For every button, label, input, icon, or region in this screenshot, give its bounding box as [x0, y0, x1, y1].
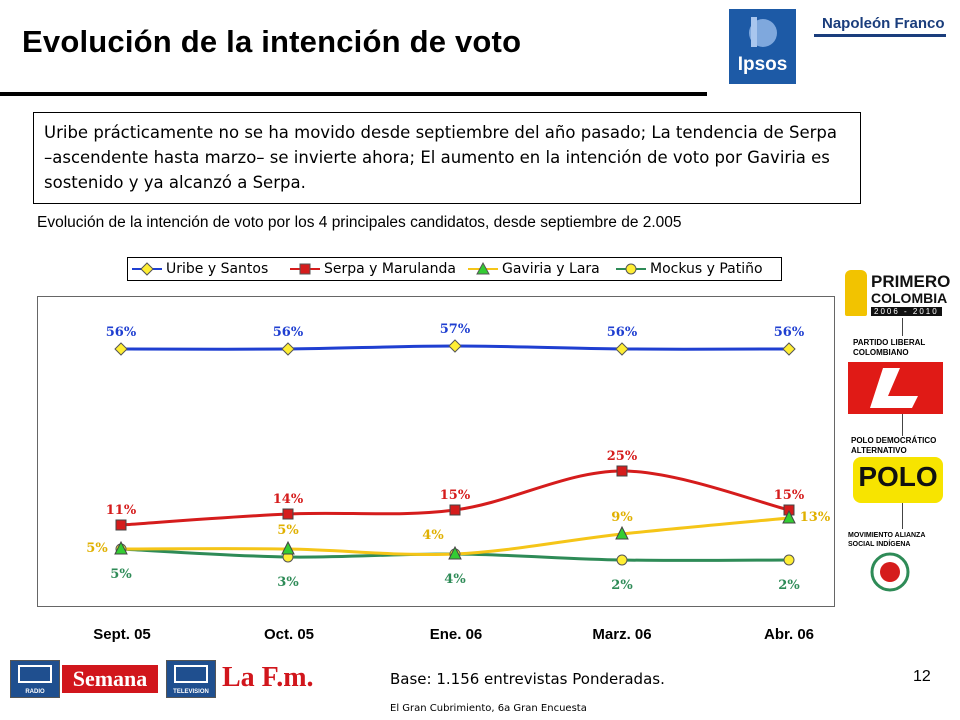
- x-tick-label: Sept. 05: [93, 626, 151, 643]
- data-label: 3%: [277, 575, 299, 590]
- ipsos-logo-text: Ipsos: [737, 54, 788, 75]
- primero-years: 2006 - 2010: [871, 307, 942, 316]
- legend-item-serpa: Serpa y Marulanda: [288, 258, 456, 280]
- legend-square-icon: [290, 263, 320, 275]
- party-connector: [902, 318, 903, 336]
- legend-item-uribe: Uribe y Santos: [130, 258, 268, 280]
- liberal-l-icon: [870, 368, 918, 408]
- x-tick-label: Oct. 05: [263, 626, 315, 643]
- semana-logo: Semana: [62, 665, 158, 693]
- data-label: 5%: [86, 541, 108, 556]
- x-tick-label: Marz. 06: [592, 626, 652, 643]
- data-point: [448, 545, 462, 560]
- party-connector: [902, 414, 903, 436]
- data-label: 57%: [440, 322, 471, 337]
- data-label: 5%: [277, 523, 299, 538]
- data-label: 4%: [422, 528, 444, 543]
- data-label: 25%: [607, 449, 638, 464]
- data-label: 15%: [440, 488, 471, 503]
- lafm-logo: La F.m.: [222, 662, 314, 693]
- data-label: 13%: [800, 510, 831, 525]
- data-point: [782, 342, 796, 356]
- data-point: [783, 554, 795, 566]
- data-label: 2%: [778, 578, 800, 593]
- legend-diamond-icon: [132, 262, 162, 276]
- data-point: [782, 509, 796, 524]
- legend-label: Uribe y Santos: [166, 261, 269, 277]
- x-tick-label: Ene. 06: [429, 626, 483, 643]
- polo-logo: POLO: [853, 457, 943, 503]
- rcn-icon: [174, 665, 208, 683]
- mais-label: MOVIMIENTO ALIANZA SOCIAL INDÍGENA: [848, 532, 926, 548]
- data-label: 56%: [106, 325, 137, 340]
- ipsos-face-icon: [749, 17, 777, 47]
- source-note: El Gran Cubrimiento, 6a Gran Encuesta: [390, 703, 587, 714]
- liberal-logo: [848, 362, 943, 414]
- chart-legend: Uribe y Santos Serpa y Marulanda Gaviria…: [127, 257, 782, 281]
- data-label: 56%: [273, 325, 304, 340]
- data-point: [282, 508, 294, 520]
- legend-item-gaviria: Gaviria y Lara: [466, 258, 600, 280]
- x-axis-labels: Sept. 05 Oct. 05 Ene. 06 Marz. 06 Abr. 0…: [0, 626, 960, 646]
- base-note: Base: 1.156 entrevistas Ponderadas.: [390, 670, 665, 688]
- hand-icon: [845, 270, 867, 316]
- data-point: [281, 342, 295, 356]
- legend-item-mockus: Mockus y Patiño: [614, 258, 763, 280]
- page-number: 12: [913, 668, 931, 685]
- legend-label: Mockus y Patiño: [650, 261, 763, 277]
- data-point: [615, 525, 629, 540]
- rcn-radio-logo: RADIO: [10, 660, 60, 698]
- mais-logo: [864, 552, 916, 592]
- rcn-tv-logo: TELEVISION: [166, 660, 216, 698]
- data-label: 9%: [611, 510, 633, 525]
- rcn-tv-text: TELEVISION: [173, 689, 209, 695]
- polo-label: POLO DEMOCRÁTICO ALTERNATIVO: [851, 436, 937, 455]
- data-point: [616, 465, 628, 477]
- page-title: Evolución de la intención de voto: [22, 24, 522, 59]
- mais-emblem-icon: [870, 552, 910, 592]
- ipsos-logo: Ipsos: [729, 9, 796, 84]
- data-label: 14%: [273, 492, 304, 507]
- data-point: [115, 519, 127, 531]
- data-label: 2%: [611, 578, 633, 593]
- data-label: 56%: [774, 325, 805, 340]
- x-tick-label: Abr. 06: [763, 626, 815, 643]
- primero-line2: COLOMBIA: [871, 290, 948, 306]
- data-label: 4%: [444, 572, 466, 587]
- data-label: 11%: [106, 503, 137, 518]
- data-point: [616, 554, 628, 566]
- rcn-icon: [18, 665, 52, 683]
- legend-circle-icon: [616, 263, 646, 275]
- title-divider: [0, 92, 707, 96]
- data-point: [281, 540, 295, 555]
- media-logos: RADIO Semana TELEVISION La F.m.: [10, 660, 315, 700]
- data-label: 15%: [774, 488, 805, 503]
- primero-colombia-logo: PRIMERO COLOMBIA 2006 - 2010: [845, 270, 953, 320]
- data-point: [449, 504, 461, 516]
- party-connector: [902, 503, 903, 529]
- legend-label: Serpa y Marulanda: [324, 261, 457, 277]
- data-point: [114, 540, 128, 555]
- legend-label: Gaviria y Lara: [502, 261, 600, 277]
- rcn-radio-text: RADIO: [25, 689, 45, 695]
- data-point: [448, 339, 462, 353]
- liberal-label: PARTIDO LIBERAL COLOMBIANO: [853, 338, 926, 357]
- partner-logo-rule: [814, 34, 946, 37]
- summary-box: Uribe prácticamente no se ha movido desd…: [33, 112, 861, 204]
- partner-logo: Napoleón Franco: [822, 15, 945, 32]
- data-point: [615, 342, 629, 356]
- data-label: 5%: [110, 567, 132, 582]
- primero-line1: PRIMERO: [871, 272, 951, 291]
- data-point: [114, 342, 128, 356]
- chart-title: Evolución de la intención de voto por lo…: [37, 214, 682, 231]
- polo-logo-text: POLO: [858, 461, 938, 492]
- data-label: 56%: [607, 325, 638, 340]
- legend-triangle-icon: [468, 261, 498, 275]
